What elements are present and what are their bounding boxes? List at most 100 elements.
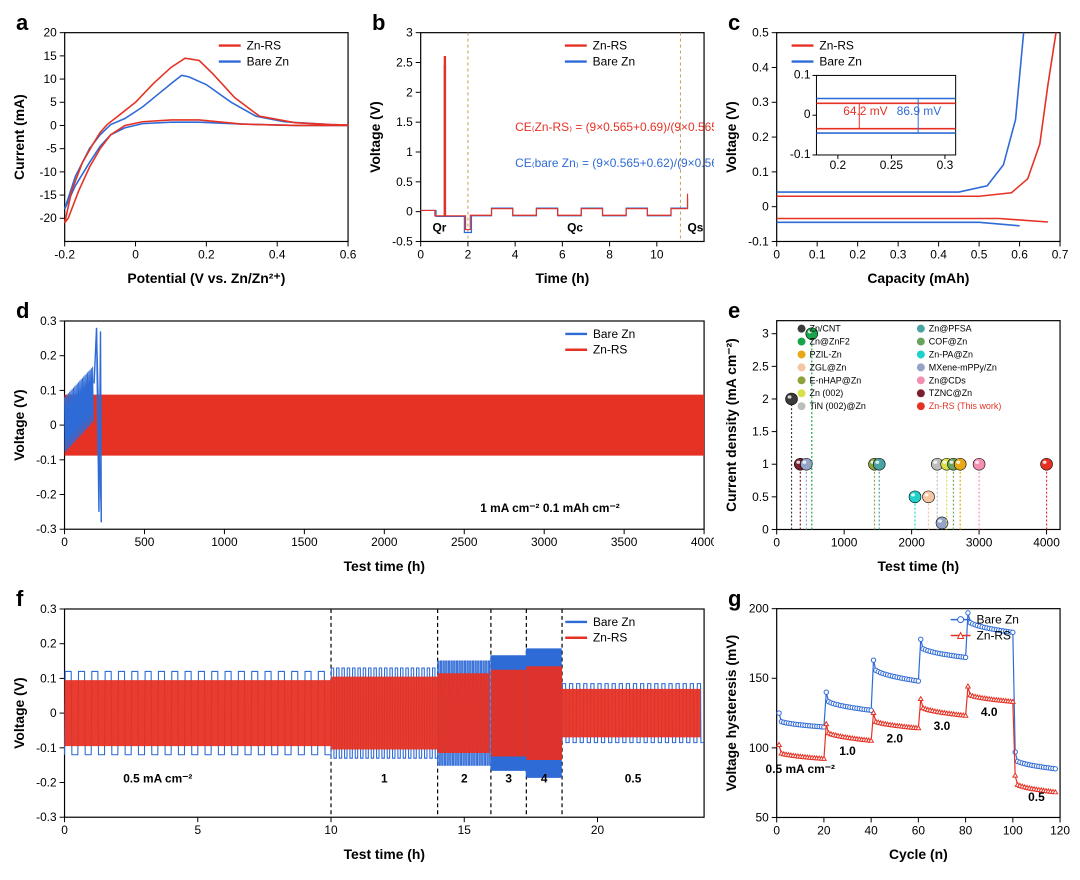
svg-text:0: 0 [132, 247, 139, 261]
svg-text:50: 50 [755, 810, 769, 824]
svg-text:0.5: 0.5 [625, 772, 642, 786]
svg-text:0.1: 0.1 [40, 383, 57, 397]
svg-text:20: 20 [43, 26, 57, 40]
svg-text:20: 20 [591, 823, 605, 837]
svg-text:80: 80 [959, 823, 973, 837]
svg-text:0: 0 [804, 107, 811, 121]
svg-text:Zn-RS: Zn-RS [593, 39, 627, 53]
svg-text:0.5: 0.5 [1028, 790, 1045, 804]
svg-text:1: 1 [406, 145, 413, 159]
svg-text:0: 0 [406, 205, 413, 219]
label-g: g [728, 586, 741, 612]
svg-text:0.3: 0.3 [40, 314, 57, 328]
svg-text:Qr: Qr [432, 220, 446, 234]
svg-text:3.0: 3.0 [934, 719, 951, 733]
svg-text:2000: 2000 [898, 535, 925, 549]
svg-text:-5: -5 [46, 142, 57, 156]
svg-text:-20: -20 [39, 211, 57, 225]
svg-text:100: 100 [749, 741, 769, 755]
svg-text:1.5: 1.5 [752, 425, 769, 439]
panel-b: b0246810-0.500.511.522.53Time (h)Voltage… [366, 10, 714, 290]
svg-text:0.1: 0.1 [809, 247, 826, 261]
svg-text:PZIL-Zn: PZIL-Zn [809, 349, 841, 359]
svg-text:Zn-RS: Zn-RS [247, 39, 281, 53]
svg-text:0.2: 0.2 [198, 247, 215, 261]
svg-text:0.6: 0.6 [340, 247, 357, 261]
svg-text:-0.3: -0.3 [36, 522, 57, 536]
svg-text:86.9 mV: 86.9 mV [897, 104, 941, 118]
svg-text:TZNC@Zn: TZNC@Zn [929, 388, 972, 398]
svg-text:MXene-mPPy/Zn: MXene-mPPy/Zn [929, 362, 997, 372]
svg-text:Qs: Qs [688, 220, 704, 234]
svg-text:Zn-RS: Zn-RS [593, 631, 627, 645]
svg-text:60: 60 [912, 823, 926, 837]
svg-text:0.5 mA cm⁻²: 0.5 mA cm⁻² [123, 772, 192, 786]
svg-text:15: 15 [43, 49, 57, 63]
svg-text:0.5: 0.5 [752, 490, 769, 504]
svg-text:15: 15 [458, 823, 472, 837]
svg-text:3000: 3000 [531, 535, 558, 549]
svg-text:0: 0 [50, 706, 57, 720]
svg-text:CE₍Zn-RS₎ = (9×0.565+0.69)/(9×: CE₍Zn-RS₎ = (9×0.565+0.69)/(9×0.565+1.13… [515, 120, 714, 134]
svg-text:0.4: 0.4 [752, 60, 769, 74]
svg-text:0.5: 0.5 [752, 26, 769, 40]
svg-text:4: 4 [541, 772, 548, 786]
svg-text:0.25: 0.25 [880, 158, 904, 172]
svg-text:Voltage (V): Voltage (V) [11, 677, 27, 748]
panel-e: e0100020003000400000.511.522.53Test time… [722, 298, 1070, 578]
svg-text:8: 8 [606, 247, 613, 261]
svg-text:2.5: 2.5 [396, 55, 413, 69]
svg-text:Zn (002): Zn (002) [809, 388, 843, 398]
label-f: f [16, 586, 23, 612]
svg-text:Potential (V vs. Zn/Zn²⁺): Potential (V vs. Zn/Zn²⁺) [127, 270, 285, 286]
svg-text:3: 3 [505, 772, 512, 786]
svg-text:6: 6 [559, 247, 566, 261]
svg-text:2.0: 2.0 [886, 731, 903, 745]
svg-text:1: 1 [381, 772, 388, 786]
svg-text:Qc: Qc [567, 220, 583, 234]
label-c: c [728, 10, 740, 36]
svg-text:Current (mA): Current (mA) [11, 94, 27, 180]
svg-text:Bare Zn: Bare Zn [977, 613, 1019, 627]
svg-text:4000: 4000 [1033, 535, 1060, 549]
svg-text:2: 2 [762, 392, 769, 406]
svg-text:Bare Zn: Bare Zn [593, 54, 635, 68]
svg-text:1: 1 [762, 457, 769, 471]
svg-text:0.2: 0.2 [830, 158, 847, 172]
figure-grid: a-0.200.20.40.6-20-15-10-505101520Potent… [0, 0, 1080, 876]
svg-text:Test time (h): Test time (h) [878, 558, 960, 574]
svg-text:0.3: 0.3 [40, 602, 57, 616]
svg-text:0.5: 0.5 [396, 175, 413, 189]
svg-text:1500: 1500 [291, 535, 318, 549]
svg-text:0: 0 [762, 522, 769, 536]
svg-text:Zn-RS: Zn-RS [819, 39, 853, 53]
svg-text:0: 0 [773, 823, 780, 837]
svg-text:100: 100 [1003, 823, 1023, 837]
svg-text:0.4: 0.4 [930, 247, 947, 261]
svg-text:-0.1: -0.1 [790, 147, 811, 161]
svg-text:10: 10 [324, 823, 338, 837]
svg-text:10: 10 [43, 72, 57, 86]
svg-text:Zn@PFSA: Zn@PFSA [929, 324, 972, 334]
svg-text:-0.3: -0.3 [36, 810, 57, 824]
svg-text:-0.1: -0.1 [36, 453, 57, 467]
svg-text:-0.2: -0.2 [36, 775, 56, 789]
svg-text:Capacity (mAh): Capacity (mAh) [867, 270, 969, 286]
svg-text:0.3: 0.3 [752, 95, 769, 109]
svg-text:TiN (002)@Zn: TiN (002)@Zn [809, 401, 865, 411]
svg-text:Test time (h): Test time (h) [344, 558, 425, 574]
svg-text:0.7: 0.7 [1052, 247, 1069, 261]
svg-text:2: 2 [465, 247, 472, 261]
svg-text:1000: 1000 [211, 535, 238, 549]
svg-text:5: 5 [194, 823, 201, 837]
svg-text:Zn-RS (This work): Zn-RS (This work) [929, 401, 1002, 411]
svg-text:Zn@ZnF2: Zn@ZnF2 [809, 337, 849, 347]
svg-text:0: 0 [773, 535, 780, 549]
svg-text:500: 500 [135, 535, 155, 549]
svg-text:Zn-RS: Zn-RS [593, 343, 627, 357]
svg-text:1.5: 1.5 [396, 115, 413, 129]
svg-text:0.5 mA cm⁻²: 0.5 mA cm⁻² [766, 762, 835, 776]
svg-text:4.0: 4.0 [981, 705, 998, 719]
svg-text:Zn-PA@Zn: Zn-PA@Zn [929, 349, 973, 359]
svg-text:20: 20 [817, 823, 831, 837]
